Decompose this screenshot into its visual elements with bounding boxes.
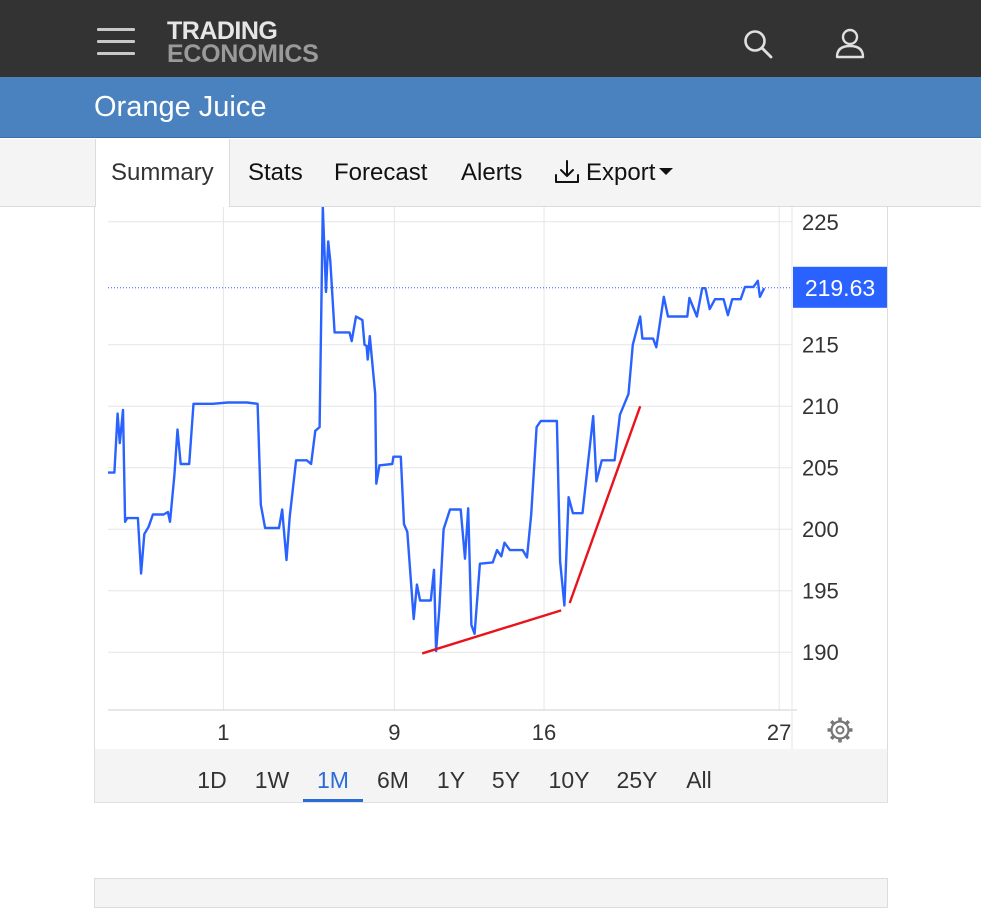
- dropdown-caret-icon: [659, 168, 674, 176]
- range-1m-button[interactable]: 1M: [317, 767, 349, 793]
- tab-bar: Summary Stats Forecast Alerts Export: [0, 139, 981, 207]
- y-tick-label: 195: [802, 579, 839, 604]
- hamburger-menu-icon[interactable]: [97, 26, 137, 58]
- download-icon[interactable]: [553, 158, 581, 186]
- trendline: [421, 609, 562, 655]
- active-range-underline: [303, 799, 363, 802]
- range-5y-button[interactable]: 5Y: [491, 767, 521, 793]
- range-all-button[interactable]: All: [686, 767, 712, 793]
- tab-export[interactable]: Export: [586, 139, 674, 207]
- page-title-bar: Orange Juice: [0, 77, 981, 138]
- logo-line2: ECONOMICS: [167, 40, 319, 68]
- range-10y-button[interactable]: 10Y: [548, 767, 590, 793]
- trendline: [568, 405, 642, 604]
- x-tick-label: 1: [217, 720, 229, 745]
- range-1d-button[interactable]: 1D: [197, 767, 227, 793]
- x-tick-label: 9: [388, 720, 400, 745]
- y-tick-label: 205: [802, 456, 839, 481]
- x-axis: 1 9 16 27: [217, 720, 791, 745]
- range-1w-button[interactable]: 1W: [254, 767, 290, 793]
- x-tick-label: 16: [532, 720, 556, 745]
- page-title: Orange Juice: [94, 91, 267, 123]
- user-icon[interactable]: [833, 27, 867, 61]
- y-tick-label: 190: [802, 640, 839, 665]
- tab-alerts[interactable]: Alerts: [461, 159, 523, 186]
- range-selector: 1D 1W 1M 6M 1Y 5Y 10Y 25Y All: [94, 749, 888, 803]
- y-axis: 190 195 200 205 210 215 225: [802, 210, 839, 665]
- chart-grid: [108, 207, 797, 749]
- x-tick-label: 27: [767, 720, 791, 745]
- y-tick-label: 210: [802, 394, 839, 419]
- y-tick-label: 225: [802, 210, 839, 235]
- range-1y-button[interactable]: 1Y: [436, 767, 466, 793]
- tab-stats[interactable]: Stats: [248, 159, 303, 186]
- range-25y-button[interactable]: 25Y: [616, 767, 658, 793]
- tab-export-label: Export: [586, 159, 656, 186]
- chart-panel: 190 195 200 205 210 215 225 1 9 16 27 219.63: [94, 207, 888, 803]
- tab-forecast[interactable]: Forecast: [334, 159, 428, 186]
- trading-economics-logo[interactable]: TRADING ECONOMICS: [167, 17, 319, 68]
- y-tick-label: 200: [802, 517, 839, 542]
- logo-line1: TRADING: [167, 17, 278, 45]
- y-tick-label: 215: [802, 333, 839, 358]
- top-navbar: TRADING ECONOMICS: [0, 0, 981, 77]
- plot-area: 219.63: [108, 207, 887, 655]
- gear-icon[interactable]: [827, 717, 853, 743]
- range-6m-button[interactable]: 6M: [377, 767, 409, 793]
- last-value-tag: [793, 266, 887, 308]
- price-series-line: [108, 207, 766, 653]
- last-value-label: 219.63: [805, 275, 875, 301]
- price-chart[interactable]: 190 195 200 205 210 215 225 1 9 16 27 219.63: [95, 207, 889, 749]
- tab-summary[interactable]: Summary: [95, 139, 230, 207]
- search-icon[interactable]: [742, 28, 774, 60]
- next-section-panel: [94, 878, 888, 908]
